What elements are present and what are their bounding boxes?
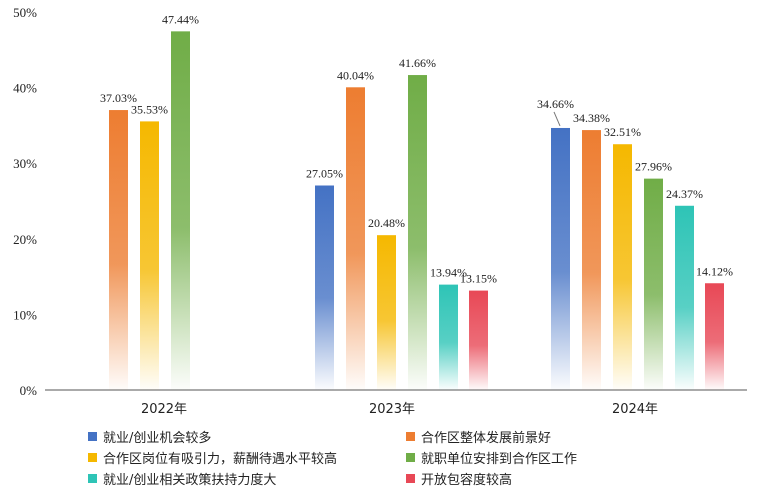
x-tick-label: 2023年 bbox=[369, 402, 415, 417]
bar bbox=[675, 205, 694, 390]
legend-item: 就职单位安排到合作区工作 bbox=[406, 449, 724, 467]
data-label: 34.66% bbox=[537, 97, 574, 111]
x-tick-label: 2024年 bbox=[612, 402, 658, 417]
bar bbox=[551, 127, 570, 390]
legend-label: 就职单位安排到合作区工作 bbox=[421, 451, 578, 467]
legend-item: 就业/创业相关政策扶持力度大 bbox=[88, 470, 406, 488]
legend-item: 合作区岗位有吸引力，薪酬待遇水平较高 bbox=[88, 449, 406, 467]
y-tick-label: 30% bbox=[13, 156, 37, 171]
data-label: 32.51% bbox=[604, 125, 641, 139]
bar bbox=[408, 75, 427, 390]
data-label: 40.04% bbox=[337, 68, 374, 82]
legend-swatch bbox=[88, 431, 97, 441]
y-tick-label: 10% bbox=[13, 307, 37, 322]
y-tick-label: 0% bbox=[20, 383, 38, 398]
data-label: 14.12% bbox=[696, 264, 733, 278]
data-label: 24.37% bbox=[666, 187, 703, 201]
legend-swatch bbox=[88, 473, 97, 483]
bar bbox=[346, 87, 365, 390]
data-label: 27.05% bbox=[306, 167, 343, 181]
data-label: 20.48% bbox=[368, 216, 405, 230]
bar bbox=[171, 31, 190, 390]
bar bbox=[315, 185, 334, 390]
bar bbox=[377, 235, 396, 390]
y-tick-label: 20% bbox=[13, 232, 37, 247]
legend-label: 就业/创业相关政策扶持力度大 bbox=[103, 472, 277, 488]
data-label: 27.96% bbox=[635, 160, 672, 174]
legend-label: 合作区整体发展前景好 bbox=[421, 430, 552, 446]
legend: 就业/创业机会较多 合作区整体发展前景好合作区岗位有吸引力，薪酬待遇水平较高 就职单… bbox=[88, 428, 728, 488]
data-label: 34.38% bbox=[573, 111, 610, 125]
bar bbox=[582, 130, 601, 390]
x-tick-label: 2022年 bbox=[141, 402, 187, 417]
legend-item: 开放包容度较高 bbox=[406, 470, 724, 488]
y-tick-label: 50% bbox=[13, 5, 37, 20]
bar bbox=[613, 144, 632, 390]
bar bbox=[705, 283, 724, 390]
legend-label: 就业/创业机会较多 bbox=[103, 430, 212, 446]
legend-label: 开放包容度较高 bbox=[421, 472, 513, 488]
y-tick-label: 40% bbox=[13, 81, 37, 96]
data-label: 47.44% bbox=[162, 12, 199, 26]
label-leader-line bbox=[553, 111, 561, 127]
bar bbox=[109, 110, 128, 391]
bar bbox=[439, 284, 458, 390]
legend-swatch bbox=[406, 431, 415, 441]
data-label: 41.66% bbox=[399, 56, 436, 70]
data-label: 13.15% bbox=[460, 272, 497, 286]
bar bbox=[469, 290, 488, 390]
legend-swatch bbox=[88, 452, 97, 462]
legend-swatch bbox=[406, 452, 415, 462]
legend-item: 合作区整体发展前景好 bbox=[406, 428, 724, 446]
legend-label: 合作区岗位有吸引力，薪酬待遇水平较高 bbox=[103, 451, 338, 467]
data-label: 13.94% bbox=[430, 266, 467, 280]
legend-swatch bbox=[406, 473, 415, 483]
bar bbox=[140, 121, 159, 391]
legend-item: 就业/创业机会较多 bbox=[88, 428, 406, 446]
data-label: 35.53% bbox=[131, 102, 168, 116]
bar bbox=[644, 178, 663, 390]
data-label: 37.03% bbox=[100, 91, 137, 105]
